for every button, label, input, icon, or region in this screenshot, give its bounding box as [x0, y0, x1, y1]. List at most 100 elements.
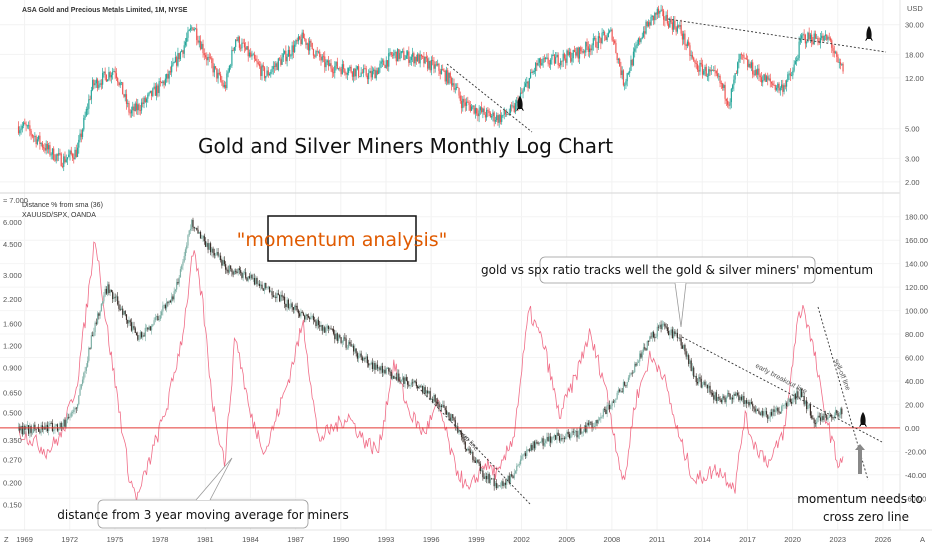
ratio-candle-body [740, 396, 742, 400]
ratio-candle-body [167, 302, 169, 304]
ratio-candle-body [493, 478, 495, 487]
candle-body [548, 63, 550, 65]
candle-body [433, 60, 435, 69]
candle-body [262, 65, 264, 68]
candle-body [322, 56, 325, 58]
ratio-candle-body [236, 271, 238, 273]
candle-body [721, 83, 724, 89]
ratio-candle-body [39, 431, 41, 433]
candle-body [839, 62, 842, 65]
ratio-candle-body [420, 386, 422, 387]
ratio-candle-body [230, 265, 232, 269]
candle-body [501, 115, 503, 122]
ratio-candle-body [732, 397, 734, 400]
candle-body [191, 27, 193, 29]
candle-body [408, 51, 410, 63]
candle-body [718, 75, 720, 77]
candle-body [317, 51, 320, 53]
ratio-candle-body [132, 326, 134, 331]
candle-body [730, 88, 732, 103]
ratio-candle-body [577, 434, 579, 438]
candle-body [775, 87, 778, 90]
candle-body [186, 37, 188, 42]
ratio-candle-body [508, 475, 510, 483]
ratio-candle-body [19, 426, 21, 431]
ratio-candle-body [474, 460, 476, 463]
ratio-candle-body [818, 415, 820, 418]
candle-body [779, 87, 781, 91]
axis-layer: 1969 1972 1975 1978 1981 1984 1987 1990 1993 1996… [3, 21, 928, 544]
candle-body [247, 46, 249, 57]
ratio-candle-body [533, 441, 535, 449]
x-tick-label: 2017 [739, 535, 756, 544]
candle-body [59, 153, 61, 154]
candle-body [251, 54, 253, 57]
candle-body [400, 51, 402, 54]
ratio-candle-body [689, 360, 691, 364]
candle-body [838, 62, 840, 63]
y-tick-label-ratio: 0.150 [3, 501, 22, 510]
ratio-candle-body [129, 320, 131, 323]
candle-body [553, 54, 556, 64]
candle-body [484, 114, 486, 118]
candle-body [348, 68, 350, 73]
x-tick-label: 2026 [875, 535, 892, 544]
ratio-candle-body [684, 344, 686, 352]
symbol-title: ASA Gold and Precious Metals Limited, 1M… [22, 7, 188, 14]
candle-body [534, 63, 537, 72]
candle-body [542, 58, 544, 63]
candle-body [818, 42, 820, 44]
ratio-candle-body [541, 438, 543, 443]
ratio-candle-body [522, 454, 524, 457]
ratio-candle-body [827, 417, 829, 420]
candle-body [208, 56, 210, 58]
candle-body [807, 32, 809, 43]
candle-body [89, 99, 91, 101]
ratio-candle-body [104, 288, 106, 296]
ratio-candle-body [693, 367, 695, 377]
ratio-candle-body [374, 363, 376, 370]
ratio-candle-body [659, 324, 661, 328]
candle-body [364, 68, 366, 70]
rocket-icon [516, 96, 524, 111]
candle-body [97, 79, 99, 89]
ratio-candle-body [778, 411, 780, 413]
ratio-candle-body [519, 459, 522, 465]
ratio-candle-body [674, 331, 676, 335]
candle-body [376, 70, 379, 74]
ratio-candle-body [115, 296, 118, 298]
ratio-candle-body [511, 474, 513, 477]
ratio-candle-body [29, 426, 31, 434]
candle-body [358, 66, 360, 77]
candle-body [290, 55, 292, 57]
ratio-candle-body [738, 395, 740, 401]
candle-body [58, 153, 60, 156]
candle-body [563, 53, 566, 59]
candle-body [489, 113, 492, 118]
ratio-candle-body [644, 347, 646, 349]
ratio-candle-body [729, 393, 731, 400]
candle-body [666, 14, 668, 24]
x-tick-label: 2005 [558, 535, 575, 544]
candle-body [450, 77, 453, 86]
ratio-candle-body [514, 471, 517, 474]
ratio-candle-body [208, 243, 210, 250]
candle-body [217, 72, 219, 79]
ratio-candle-body [597, 419, 599, 424]
candle-body [161, 82, 163, 83]
candle-body [41, 143, 43, 148]
candle-body [546, 57, 548, 59]
candle-body [54, 159, 56, 161]
ratio-candle-body [536, 442, 538, 444]
ratio-candle-body [232, 271, 234, 275]
ratio-candle-body [393, 375, 395, 379]
x-tick-label: 1999 [468, 535, 485, 544]
ratio-candle-body [639, 353, 641, 362]
candle-body [202, 43, 204, 54]
candle-body [759, 75, 761, 78]
ratio-candle-body [324, 327, 326, 333]
candle-body [827, 37, 829, 40]
candle-body [137, 104, 139, 111]
ratio-candle-body [389, 371, 391, 373]
candle-body [503, 109, 505, 115]
